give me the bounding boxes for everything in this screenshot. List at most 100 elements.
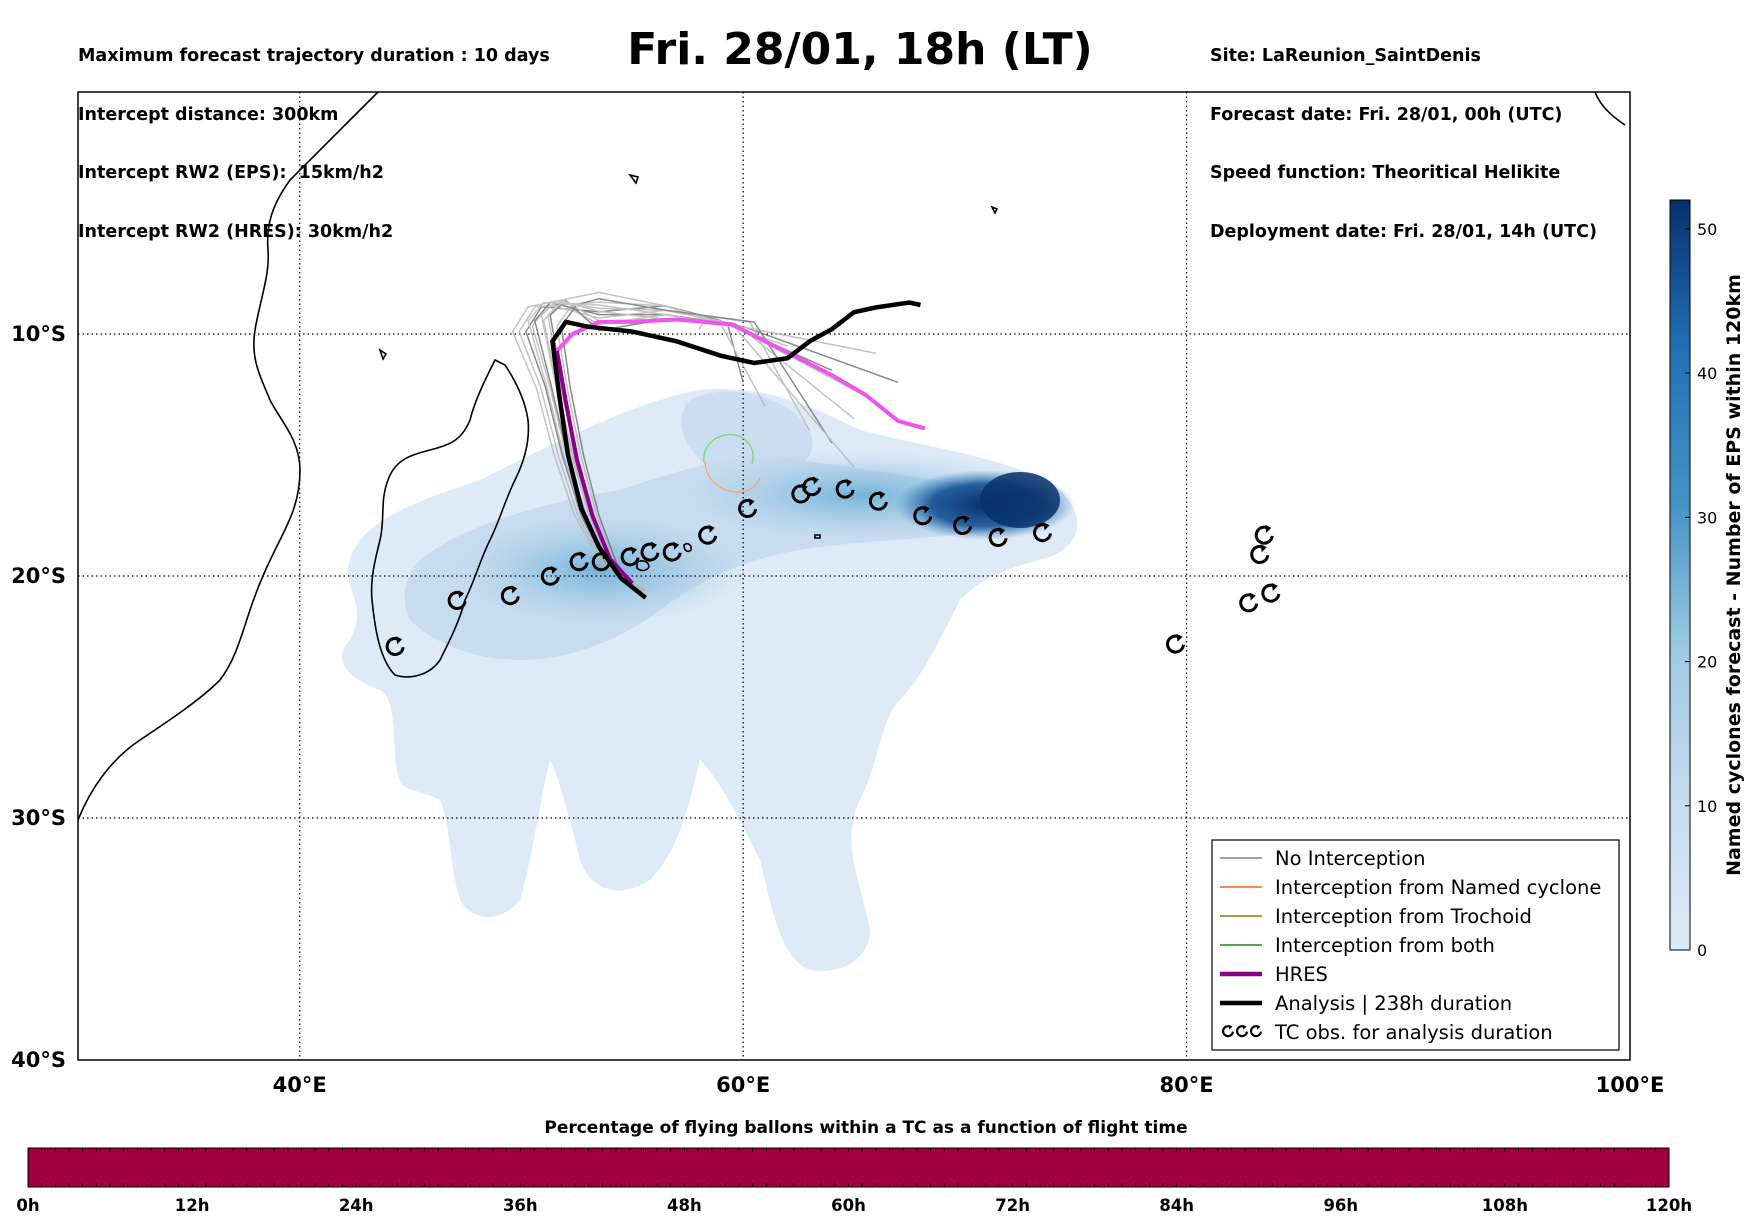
tc-obs-symbol	[569, 551, 589, 572]
flight-time-tick-label: 108h	[1482, 1196, 1528, 1215]
chagos-island	[990, 205, 999, 215]
tc-obs-symbol	[620, 546, 640, 567]
flight-time-bar: Percentage of flying ballons within a TC…	[16, 1118, 1692, 1215]
map-panel: 40°E 60°E 80°E 100°E 10°S 20°S 30°S 40°S No In…	[11, 91, 1665, 1097]
legend-label: Interception from Named cyclone	[1275, 876, 1601, 899]
lon-tick-label: 60°E	[716, 1073, 770, 1097]
eps-density-field	[341, 389, 1078, 971]
legend-label: HRES	[1275, 963, 1328, 986]
flight-time-tick-label: 60h	[831, 1196, 866, 1215]
flight-time-tick-label: 84h	[1159, 1196, 1194, 1215]
reunion-island	[636, 560, 650, 572]
colorbar-tick-label: 0	[1697, 941, 1707, 960]
legend-label: Interception from both	[1275, 934, 1495, 957]
flight-time-tick-label: 24h	[339, 1196, 374, 1215]
tc-obs-markers	[385, 476, 1281, 656]
legend-item: HRES	[1220, 963, 1328, 986]
interception-markers	[703, 433, 761, 493]
flight-time-bar-fill	[27, 1147, 1670, 1188]
map-frame	[77, 91, 1631, 1061]
header-left-line: Maximum forecast trajectory duration : 1…	[78, 46, 550, 66]
lat-tick-label: 40°S	[11, 1048, 66, 1072]
legend-item: No Interception	[1220, 847, 1426, 870]
tc-obs-legend-icon	[1236, 1024, 1249, 1038]
tc-obs-symbol	[640, 541, 660, 562]
page-title: Fri. 28/01, 18h (LT)	[627, 24, 1093, 75]
madagascar-coastline	[370, 358, 530, 678]
colorbar-tick-label: 20	[1697, 653, 1717, 672]
mauritius-island	[683, 543, 692, 553]
tc-obs-symbol	[913, 505, 933, 526]
flight-time-tick-label: 12h	[175, 1196, 210, 1215]
legend-label: TC obs. for analysis duration	[1274, 1021, 1553, 1044]
lon-tick-label: 80°E	[1160, 1073, 1214, 1097]
eps-track	[511, 291, 707, 592]
analysis-track	[550, 300, 921, 600]
tc-obs-symbol	[802, 476, 822, 497]
legend-box: No Interception Interception from Named c…	[1211, 839, 1620, 1051]
tc-obs-symbol	[1254, 524, 1274, 545]
interception-circle-green	[703, 433, 754, 465]
legend-label: Interception from Trochoid	[1275, 905, 1532, 928]
header-right-line: Site: LaReunion_SaintDenis	[1210, 46, 1481, 66]
tc-obs-symbol	[385, 636, 405, 656]
tc-obs-symbol	[988, 527, 1008, 548]
seychelles-island	[628, 173, 640, 185]
header-left-info: Maximum forecast trajectory duration : 1…	[78, 8, 550, 262]
flight-time-tick-label: 36h	[503, 1196, 538, 1215]
header-right-info: Site: LaReunion_SaintDenis Forecast date…	[1210, 8, 1597, 262]
lon-tick-label: 40°E	[273, 1073, 327, 1097]
flight-time-tick-label: 72h	[995, 1196, 1030, 1215]
legend-item: Interception from both	[1220, 934, 1495, 957]
tc-obs-symbol	[953, 515, 973, 535]
legend-item: Interception from Trochoid	[1220, 905, 1532, 928]
africa-coastline	[78, 92, 379, 821]
map-gridlines	[78, 92, 1630, 1060]
header-right-line: Deployment date: Fri. 28/01, 14h (UTC)	[1210, 221, 1597, 242]
comoros-island	[378, 348, 388, 361]
tc-obs-symbol	[540, 566, 560, 586]
tc-obs-symbol	[835, 478, 855, 499]
lon-tick-labels: 40°E 60°E 80°E 100°E	[273, 1073, 1665, 1097]
lat-tick-label: 30°S	[11, 806, 66, 830]
lat-tick-label: 20°S	[11, 564, 66, 588]
flight-time-bar-title: Percentage of flying ballons within a TC…	[544, 1118, 1187, 1138]
header-right-line: Speed function: Theoritical Helikite	[1210, 163, 1561, 183]
tc-obs-symbol	[1033, 522, 1052, 543]
colorbar-tick-label: 50	[1697, 220, 1717, 239]
tc-obs-symbol	[1250, 544, 1270, 564]
legend-label: Analysis | 238h duration	[1275, 992, 1512, 1015]
legend-item: TC obs. for analysis duration	[1222, 1021, 1553, 1044]
sumatra-coast	[1594, 92, 1626, 126]
tc-obs-legend-icon	[1250, 1024, 1263, 1038]
tc-obs-symbol	[1261, 582, 1281, 603]
tc-obs-legend-icon	[1222, 1024, 1235, 1038]
colorbar-tick-label: 30	[1697, 508, 1717, 527]
header-right-line: Forecast date: Fri. 28/01, 00h (UTC)	[1210, 104, 1563, 125]
tc-obs-symbol	[868, 491, 888, 511]
colorbar: 0 10 20 30 40 50 Named cyclones forecast - Nu…	[1669, 199, 1745, 960]
tc-obs-symbol	[591, 551, 611, 572]
tc-obs-symbol	[662, 541, 682, 562]
tc-obs-symbol	[447, 590, 467, 610]
lon-tick-label: 100°E	[1596, 1073, 1665, 1097]
tc-obs-symbol	[1239, 592, 1259, 613]
hres-track-lower	[554, 350, 634, 585]
header-left-line: Intercept RW2 (HRES): 30km/h2	[78, 221, 394, 242]
tc-obs-symbol	[698, 524, 718, 545]
tc-obs-symbol	[500, 585, 520, 606]
header-left-line: Intercept distance: 300km	[78, 104, 339, 125]
legend-item: Interception from Named cyclone	[1220, 876, 1601, 899]
flight-time-tick-label: 120h	[1646, 1196, 1692, 1215]
legend-label: No Interception	[1275, 847, 1426, 870]
colorbar-tick-label: 40	[1697, 364, 1717, 383]
rodrigues-island	[814, 534, 821, 539]
interception-circle-orange	[704, 461, 761, 493]
tc-obs-symbol	[738, 498, 758, 518]
flight-time-tick-label: 48h	[667, 1196, 702, 1215]
flight-time-tick-label: 0h	[16, 1196, 39, 1215]
colorbar-gradient	[1669, 199, 1691, 951]
legend-item: Analysis | 238h duration	[1220, 992, 1512, 1015]
tc-obs-symbol	[1166, 633, 1185, 654]
